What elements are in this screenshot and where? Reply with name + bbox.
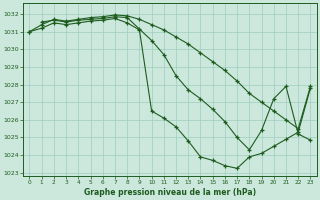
X-axis label: Graphe pression niveau de la mer (hPa): Graphe pression niveau de la mer (hPa) bbox=[84, 188, 256, 197]
